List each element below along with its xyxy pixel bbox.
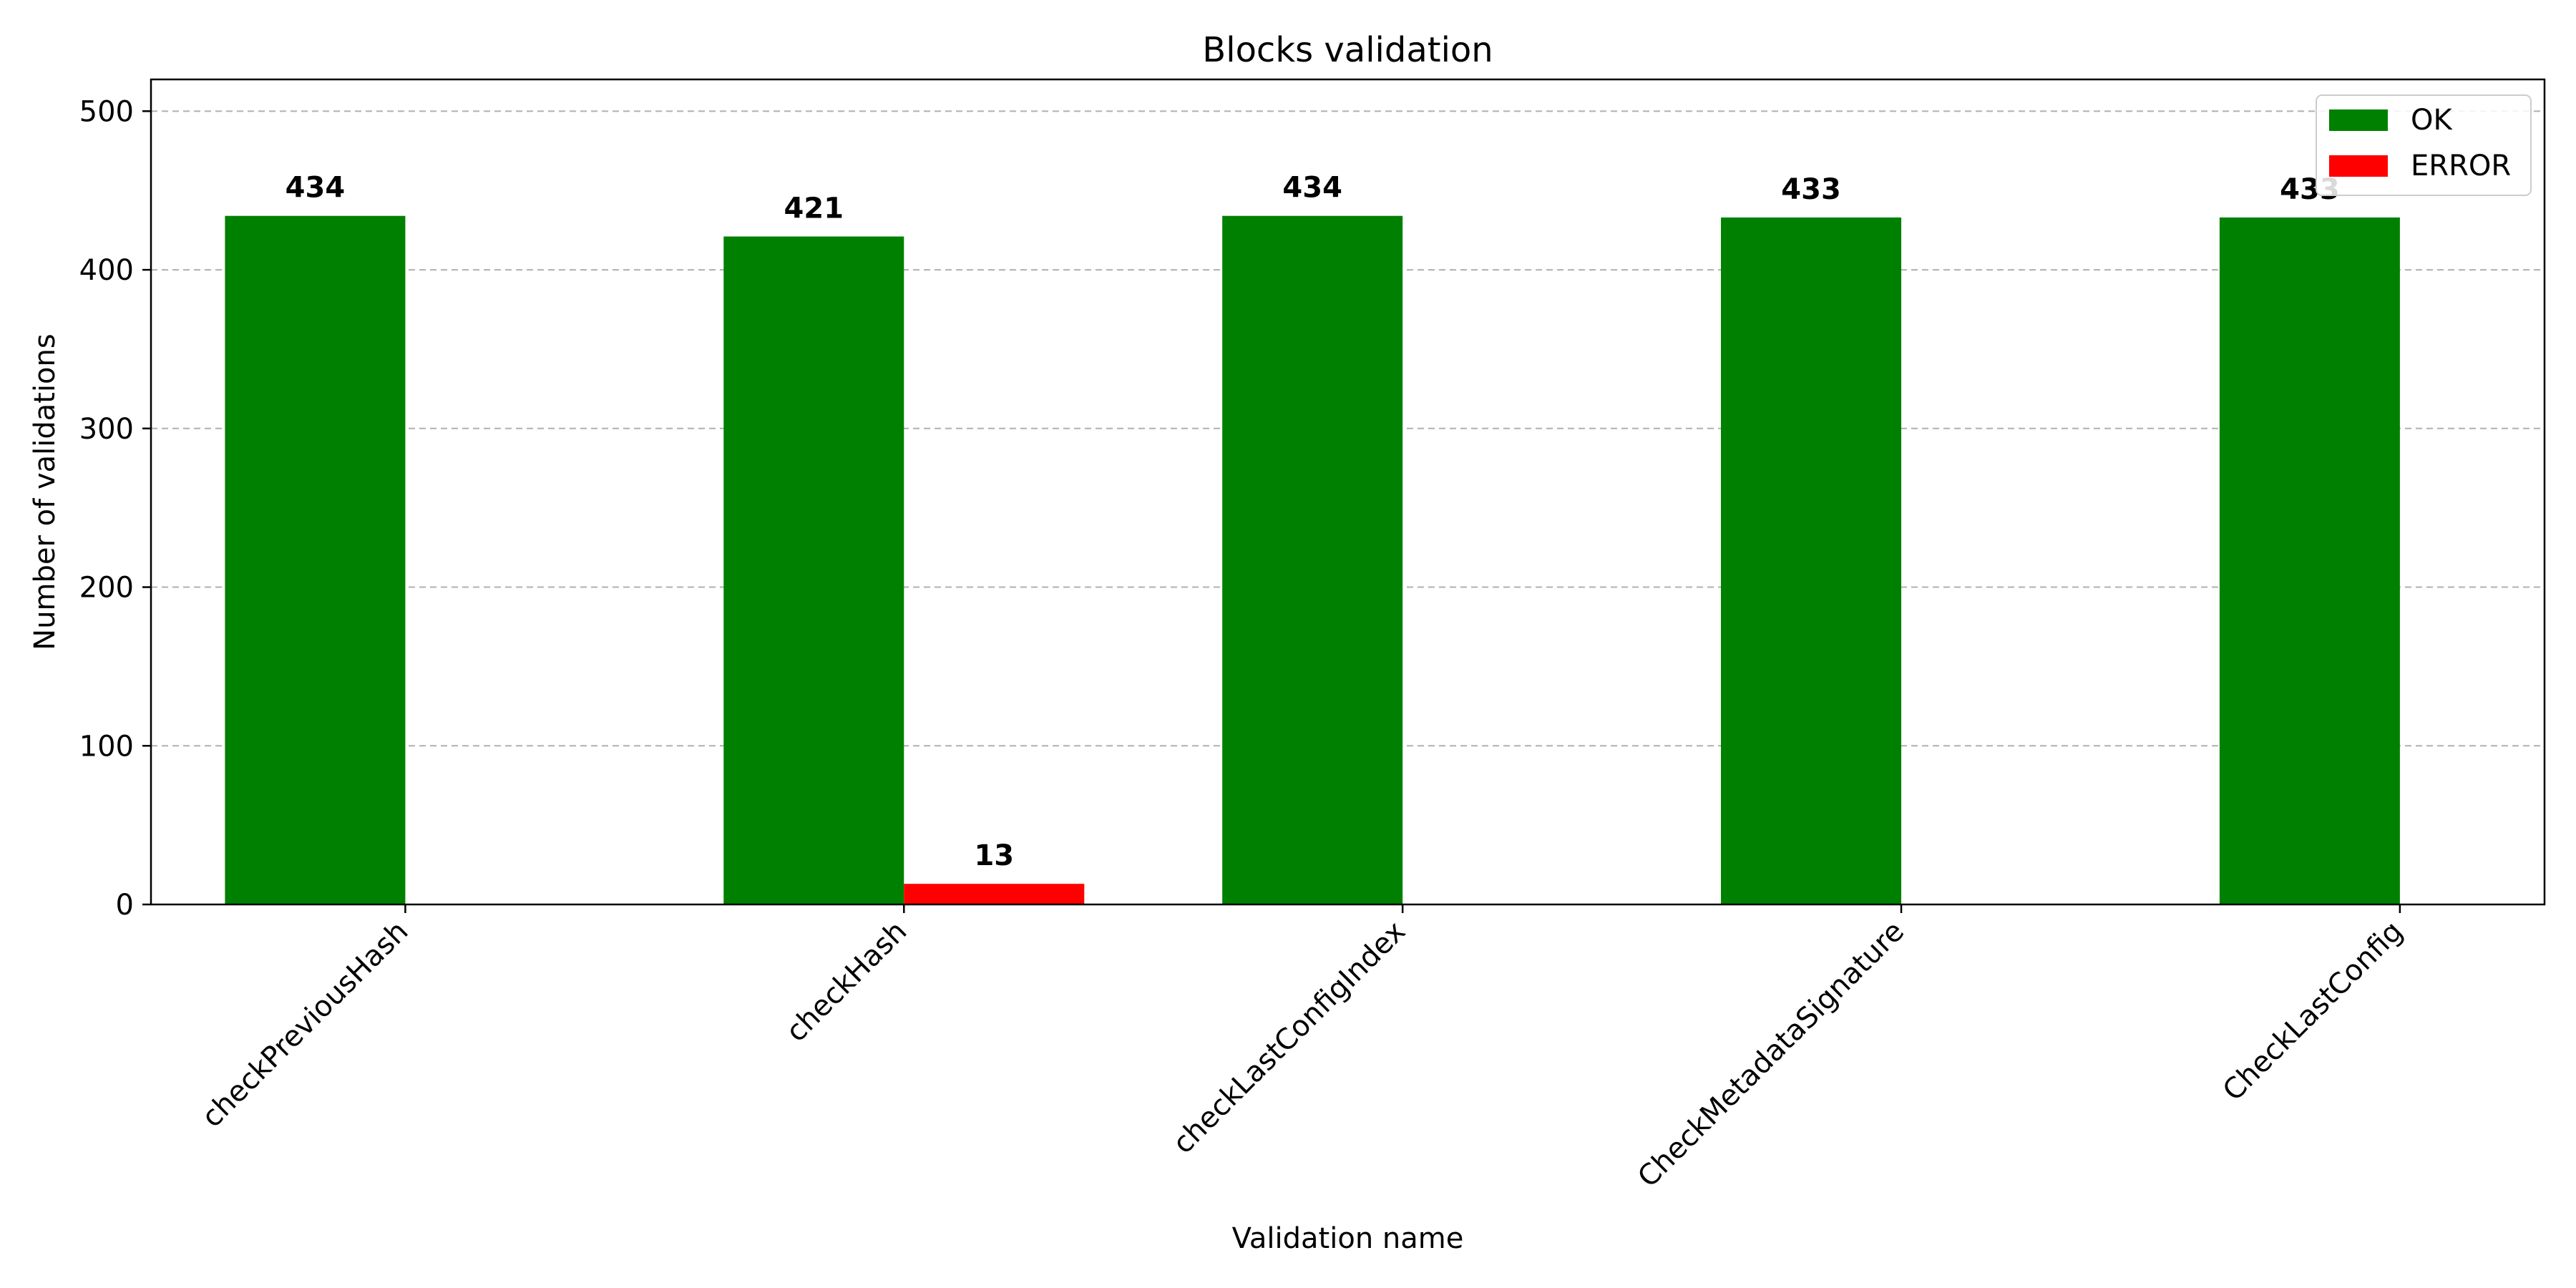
legend-label-ok: OK: [2411, 104, 2453, 137]
x-tick-label: checkPreviousHash: [195, 915, 414, 1134]
bars: [225, 215, 2400, 905]
y-tick-label: 500: [79, 95, 134, 128]
data-label: 434: [1282, 172, 1342, 205]
y-tick-label: 0: [116, 889, 134, 922]
x-tick-label: CheckLastConfig: [2217, 915, 2409, 1108]
plot-frame: [150, 78, 2546, 906]
bar-ok: [1222, 215, 1403, 904]
legend-swatch-error: [2329, 155, 2388, 177]
bar-ok: [2219, 217, 2400, 904]
x-tick-label: CheckMetadataSignature: [1631, 915, 1911, 1194]
data-label: 434: [286, 172, 346, 205]
x-axis-title: Validation name: [1232, 1222, 1464, 1255]
y-axis-title: Number of validations: [29, 333, 62, 650]
data-label: 433: [1781, 173, 1841, 206]
data-label: 421: [784, 192, 844, 225]
legend-label-error: ERROR: [2411, 150, 2511, 182]
data-label: 13: [974, 839, 1014, 872]
x-axis: checkPreviousHash checkHash checkLastConfi…: [195, 904, 2409, 1194]
y-tick-label: 200: [79, 572, 134, 605]
legend: OK ERROR: [2316, 94, 2532, 196]
chart-title: Blocks validation: [1202, 30, 1493, 70]
bar-ok: [225, 215, 406, 904]
y-axis: 0 100 200 300 400 500: [79, 95, 151, 922]
bar-ok: [1721, 217, 1902, 904]
y-tick-label: 400: [79, 254, 134, 287]
bar-error: [904, 884, 1085, 904]
legend-swatch-ok: [2329, 109, 2388, 131]
x-tick-label: checkHash: [780, 915, 914, 1049]
y-tick-label: 300: [79, 413, 134, 446]
bar-ok: [723, 236, 904, 905]
y-tick-label: 100: [79, 730, 134, 763]
x-tick-label: checkLastConfigIndex: [1166, 915, 1412, 1161]
